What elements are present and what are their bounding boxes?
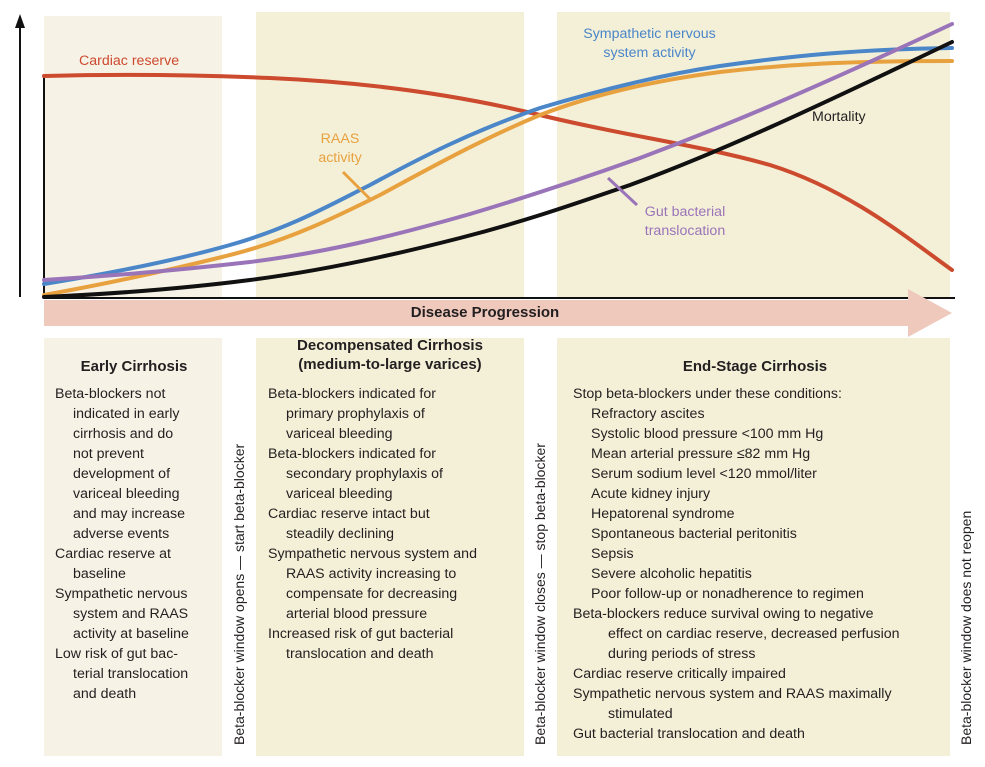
endstage-text-line: Poor follow-up or nonadherence to regime… [591,586,864,602]
decompensated-text-line: Sympathetic nervous system and [268,546,477,562]
mortality-curve [42,40,954,299]
decompensated-text-line: arterial blood pressure [286,606,428,622]
decompensated-text-line: Beta-blockers indicated for [268,386,436,402]
decompensated-text-line: RAAS activity increasing to [286,566,457,582]
decompensated-text-line: steadily declining [286,526,395,542]
decompensated-text-line: variceal bleeding [286,426,393,442]
decompensated-text-line: primary prophylaxis of [286,406,425,422]
endstage-text-line: Cardiac reserve critically impaired [573,666,786,682]
gut-leader [606,176,639,207]
early-cirrhosis-title: Early Cirrhosis [80,358,188,375]
raas-leader [341,170,373,202]
raas-activity-curve [42,59,954,297]
decompensated-text-line: translocation and death [286,646,434,662]
decompensated-text-line: Beta-blockers indicated for [268,446,436,462]
early-text-line: adverse events [73,526,170,542]
sympathetic-activity-curve [42,46,954,286]
sympathetic-activity-label: Sympathetic nervous system activity [583,26,716,61]
decompensated-text-line: compensate for decreasing [286,586,458,602]
decompensated-text-line: Increased risk of gut bacterial [268,626,454,642]
endstage-cirrhosis-title: End-Stage Cirrhosis [682,358,828,375]
gut-translocation-label: Gut bacterial translocation [644,204,726,239]
endstage-text-line: Sepsis [591,546,634,562]
early-text-line: activity at baseline [73,626,189,642]
early-panel [44,338,222,756]
early-text-line: variceal bleeding [73,486,180,502]
disease-progression-arrow [44,289,952,337]
disease-progression-label: Disease Progression [410,304,560,321]
endstage-text-line: Spontaneous bacterial peritonitis [591,526,797,542]
window-closes-label: Beta-blocker window closes — stop beta-b… [532,443,548,745]
early-cirrhosis-description: Beta-blockers not indicated in early cirrh… [55,384,189,704]
decompensated-text-line: secondary prophylaxis of [286,466,443,482]
cardiac-reserve-label: Cardiac reserve [79,53,180,69]
window-opens-label: Beta-blocker window opens — start beta-b… [231,443,247,745]
endstage-text-line: Severe alcoholic hepatitis [591,566,752,582]
early-text-line: system and RAAS [73,606,189,622]
endstage-text-line: Mean arterial pressure ≤82 mm Hg [591,446,811,462]
endstage-text-line: effect on cardiac reserve, decreased per… [608,626,900,642]
early-text-line: and may increase [73,506,185,522]
early-text-line: indicated in early [73,406,180,422]
endstage-text-line: Gut bacterial translocation and death [573,726,805,742]
endstage-text-line: Systolic blood pressure <100 mm Hg [591,426,824,442]
early-text-line: Low risk of gut bac- [55,646,179,662]
early-text-line: development of [73,466,171,482]
decompensated-text-line: Cardiac reserve intact but [268,506,430,522]
y-axis-arrowhead [15,14,25,28]
early-text-line: Cardiac reserve at [55,546,171,562]
endstage-text-line: Sympathetic nervous system and RAAS maxi… [573,686,892,702]
endstage-text-line: Stop beta-blockers under these condition… [573,386,842,402]
early-text-line: Sympathetic nervous [55,586,188,602]
endstage-text-line: during periods of stress [608,646,756,662]
endstage-panel [557,338,950,756]
gut-translocation-curve [42,22,954,282]
raas-activity-label: RAAS activity [318,131,362,166]
mortality-label: Mortality [812,109,866,125]
endstage-text-line: Serum sodium level <120 mmol/liter [591,466,817,482]
endstage-text-line: Acute kidney injury [591,486,711,502]
early-text-line: terial translocation [73,666,189,682]
decompensated-text-line: variceal bleeding [286,486,393,502]
early-text-line: cirrhosis and do [73,426,174,442]
endstage-text-line: Hepatorenal syndrome [591,506,735,522]
endstage-text-line: Refractory ascites [591,406,705,422]
endstage-text-line: stimulated [608,706,673,722]
endstage-text-line: Beta-blockers reduce survival owing to n… [573,606,874,622]
decompensated-cirrhosis-description: Beta-blockers indicated for primary proph… [268,384,477,664]
decompensated-cirrhosis-title: Decompensated Cirrhosis (medium-to-large… [297,337,483,373]
early-panel-top [44,16,222,298]
early-text-line: and death [73,686,137,702]
early-text-line: Beta-blockers not [55,386,166,402]
early-text-line: baseline [73,566,126,582]
endstage-cirrhosis-description: Stop beta-blockers under these condition… [573,384,900,744]
decompensated-panel [256,338,524,756]
early-text-line: not prevent [73,446,144,462]
window-no-reopen-label: Beta-blocker window does not reopen [958,510,974,745]
decompensated-panel-top [256,12,524,298]
